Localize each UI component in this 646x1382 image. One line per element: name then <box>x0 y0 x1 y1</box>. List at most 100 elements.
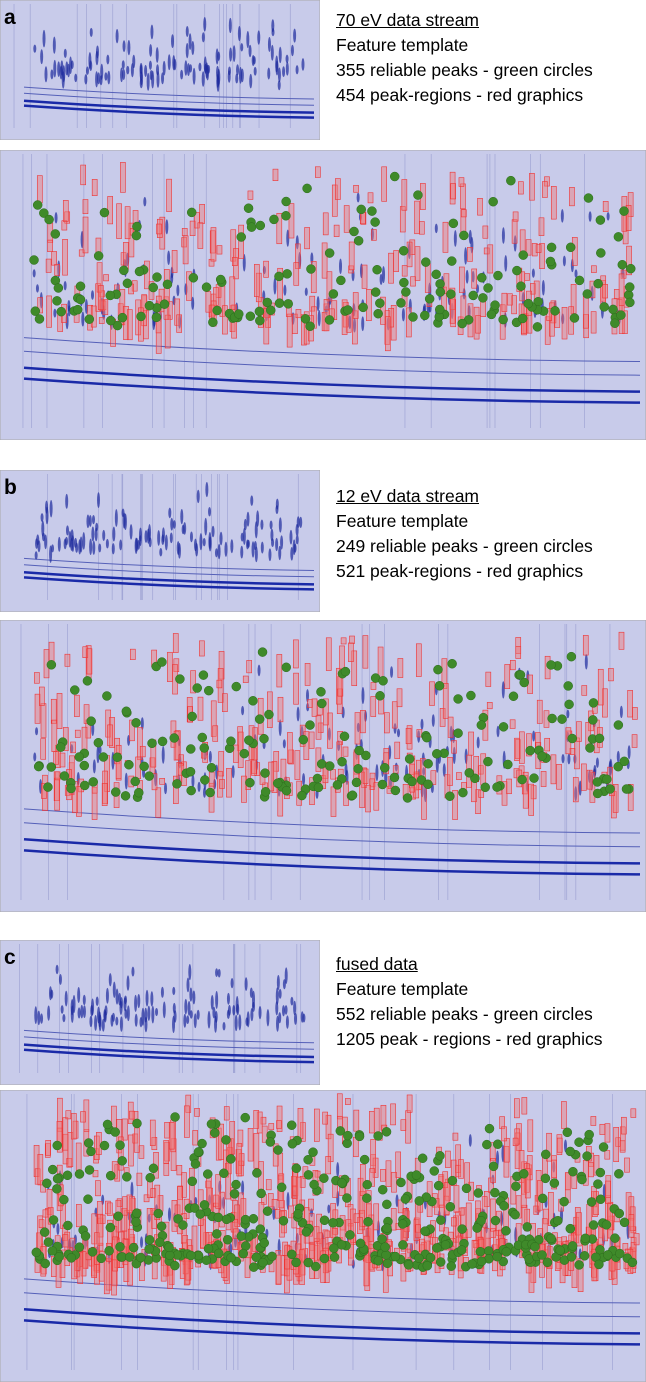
peak-blob <box>353 317 357 333</box>
caption-line: 521 peak-regions - red graphics <box>336 561 584 581</box>
reliable-peak <box>547 713 557 724</box>
peak-blob <box>317 310 321 327</box>
peak-blob <box>242 527 246 545</box>
peak-blob <box>230 978 234 989</box>
peak-region <box>499 1116 505 1130</box>
peak-region <box>369 772 376 788</box>
peak-region <box>181 228 188 236</box>
reliable-peak <box>562 1127 573 1138</box>
peak-region <box>62 1234 69 1248</box>
reliable-peak <box>596 248 606 258</box>
peak-region <box>625 205 632 231</box>
peak-blob <box>606 212 610 221</box>
peak-blob <box>185 25 189 38</box>
peak-region <box>164 1141 170 1162</box>
peak-blob <box>126 65 130 75</box>
reliable-peak <box>122 278 133 289</box>
peak-blob <box>94 527 98 542</box>
reliable-peak <box>626 263 636 274</box>
peak-blob <box>189 987 193 1002</box>
peak-region <box>173 775 179 804</box>
peak-blob <box>110 1014 114 1027</box>
reliable-peak <box>231 681 242 692</box>
peak-blob <box>285 54 289 64</box>
peak-blob <box>134 1013 138 1027</box>
peak-blob <box>68 530 72 548</box>
peak-blob <box>215 48 219 65</box>
peak-blob <box>382 266 386 284</box>
peak-region <box>314 1238 320 1262</box>
peak-blob <box>195 542 199 557</box>
reliable-peak <box>567 1241 578 1251</box>
peak-region <box>83 704 90 724</box>
peak-region <box>217 770 223 798</box>
peak-region <box>103 274 109 282</box>
peak-blob <box>151 1005 155 1024</box>
peak-region <box>544 737 550 752</box>
reliable-peak <box>206 1119 217 1129</box>
peak-region <box>527 1119 534 1152</box>
peak-region <box>438 1175 444 1208</box>
peak-region <box>167 651 173 682</box>
reliable-peak <box>192 683 202 693</box>
peak-blob <box>282 739 286 749</box>
reliable-peak <box>240 1112 250 1123</box>
peak-region <box>342 746 349 757</box>
peak-region <box>218 751 225 777</box>
reliable-peak <box>132 1118 142 1129</box>
reliable-peak <box>34 314 45 324</box>
reliable-peak <box>435 1257 446 1267</box>
reliable-peak <box>74 752 85 762</box>
peak-region <box>74 694 80 717</box>
reliable-peak <box>550 306 560 316</box>
peak-region <box>361 264 368 289</box>
peak-blob <box>235 995 239 1014</box>
reliable-peak <box>328 1218 338 1228</box>
peak-blob <box>126 975 130 991</box>
peak-blob <box>293 28 297 43</box>
peak-blob <box>285 1015 289 1029</box>
peak-region <box>556 764 562 790</box>
reliable-peak <box>252 1168 262 1178</box>
reliable-peak <box>476 720 487 730</box>
peak-region <box>447 757 453 786</box>
peak-blob <box>468 1134 472 1147</box>
peak-region <box>452 789 458 820</box>
reliable-peak <box>396 1177 406 1188</box>
reliable-peak <box>105 1170 116 1181</box>
reliable-peak <box>432 1243 442 1253</box>
peak-region <box>373 782 380 811</box>
reliable-peak <box>377 1184 388 1195</box>
peak-region <box>541 1218 548 1243</box>
peak-region <box>526 733 532 757</box>
peak-blob <box>301 58 305 71</box>
peak-region <box>362 635 369 669</box>
peak-region <box>184 1105 190 1138</box>
column-bleed-band <box>23 808 641 834</box>
peak-region <box>473 306 480 340</box>
reliable-peak <box>565 1146 575 1157</box>
peak-region <box>80 1111 86 1123</box>
reliable-peak <box>162 279 173 290</box>
reliable-peak <box>335 1126 346 1136</box>
peak-region <box>98 285 104 311</box>
peak-region <box>172 633 179 653</box>
peak-region <box>445 1150 451 1168</box>
peak-blob <box>293 1000 297 1016</box>
peak-blob <box>560 209 564 223</box>
peak-blob <box>476 736 480 749</box>
reliable-peak <box>265 1137 276 1147</box>
peak-blob <box>375 764 379 782</box>
caption-line: Feature template <box>336 511 469 531</box>
peak-region <box>122 1238 129 1265</box>
peak-blob <box>249 73 253 89</box>
reliable-peak <box>546 660 556 670</box>
reliable-peak <box>568 1166 578 1177</box>
peak-region <box>561 1236 567 1245</box>
reliable-peak <box>303 1257 314 1268</box>
reliable-peak <box>313 782 324 793</box>
reliable-peak <box>124 1252 135 1262</box>
peak-region <box>410 276 416 287</box>
peak-blob <box>593 764 597 777</box>
peak-blob <box>65 61 69 76</box>
